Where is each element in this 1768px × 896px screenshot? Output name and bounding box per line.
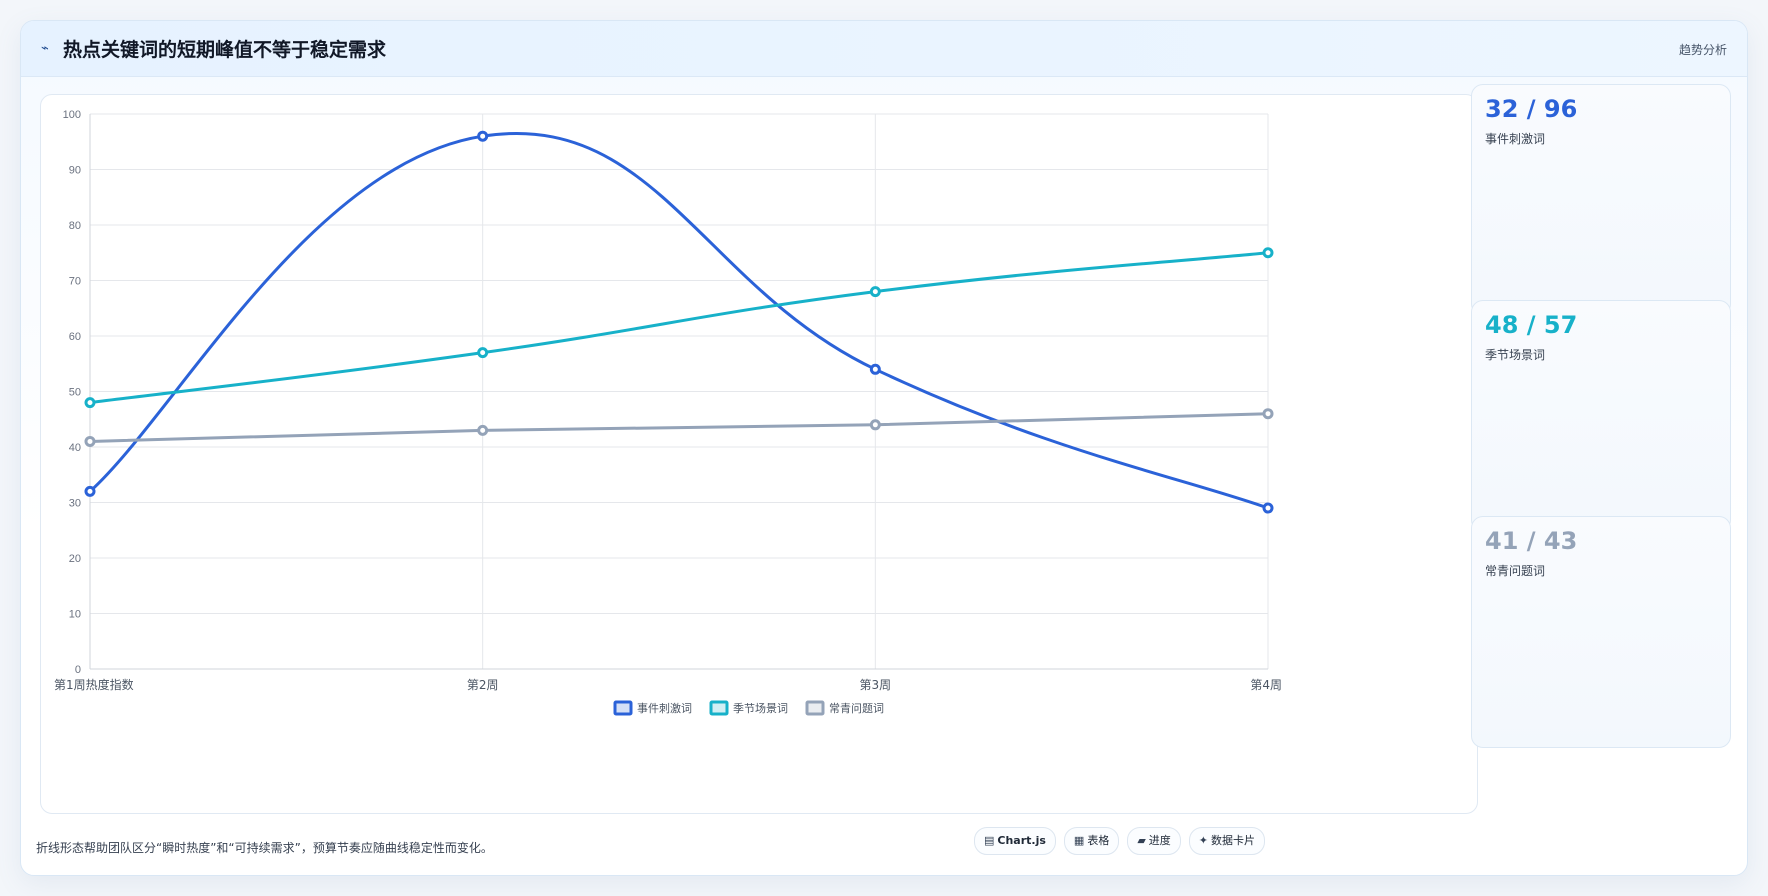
y-tick-label: 100: [63, 109, 81, 121]
y-tick-label: 20: [69, 553, 81, 565]
category-tag: 趋势分析: [1678, 43, 1727, 57]
tech-chips: ▤ Chart.js ▦ 表格 ▰ 进度 ✦ 数据卡片: [974, 827, 1266, 855]
data-point: [869, 419, 881, 431]
chip-label: 表格: [1087, 834, 1110, 847]
x-tick-label: 第4周: [1250, 678, 1282, 692]
data-point: [869, 363, 881, 375]
chip-data-cards[interactable]: ✦ 数据卡片: [1188, 827, 1266, 855]
y-tick-label: 80: [69, 220, 81, 232]
sparkle-icon: ✦: [1198, 834, 1209, 847]
stat-value: 41 / 43: [1485, 527, 1578, 555]
y-tick-label: 10: [69, 609, 81, 621]
line-chart-panel: 0 10 20 30 40 50 60 70 80 90 100 第1周热度指数 第2周 第3周 第4周事件…: [40, 94, 1478, 814]
stat-value: 32 / 96: [1485, 95, 1578, 123]
y-tick-label: 60: [69, 331, 81, 343]
chip-label: Chart.js: [997, 834, 1046, 847]
data-point: [869, 286, 881, 298]
x-tick-label: 第3周: [860, 678, 892, 692]
stat-card-event: 32 / 96 事件刺激词: [1471, 84, 1731, 316]
chip-label: 数据卡片: [1211, 834, 1256, 847]
legend-label: 常青问题词: [829, 702, 884, 715]
data-point: [84, 485, 96, 497]
trend-card: ⌁ 热点关键词的短期峰值不等于稳定需求 趋势分析 0 10 20 30 40 50 60 70…: [20, 20, 1748, 876]
stat-value: 48 / 57: [1485, 311, 1578, 339]
y-tick-label: 70: [69, 276, 81, 288]
legend-label: 季节场景词: [733, 701, 788, 715]
data-point: [84, 397, 96, 409]
stat-card-seasonal: 48 / 57 季节场景词: [1471, 300, 1731, 532]
stat-card-evergreen: 41 / 43 常青问题词: [1471, 516, 1731, 748]
data-point: [1262, 408, 1274, 420]
x-tick-label: 第2周: [467, 678, 499, 692]
data-point: [84, 435, 96, 447]
series-line-1: [88, 132, 1270, 510]
series-line-2: [88, 251, 1270, 405]
chip-table[interactable]: ▦ 表格: [1063, 827, 1120, 855]
data-point: [477, 130, 489, 142]
chart-icon: ▤: [984, 834, 995, 847]
line-chart: 0 10 20 30 40 50 60 70 80 90 100 第1周热度指数 第2周 第3周 第4周事件…: [54, 109, 1282, 716]
data-point: [477, 424, 489, 436]
legend-swatch: [613, 700, 633, 716]
card-title: 热点关键词的短期峰值不等于稳定需求: [63, 39, 387, 61]
progress-icon: ▰: [1137, 834, 1146, 847]
legend-swatch: [805, 700, 825, 716]
pulse-icon: ⌁: [41, 41, 49, 56]
x-tick-label: 第1周热度指数: [54, 677, 134, 692]
y-tick-label: 30: [69, 498, 81, 510]
chip-progress[interactable]: ▰ 进度: [1127, 827, 1181, 855]
chip-chartjs[interactable]: ▤ Chart.js: [974, 827, 1056, 855]
stat-label: 常青问题词: [1485, 564, 1546, 578]
data-point: [1262, 247, 1274, 259]
y-tick-label: 50: [69, 387, 81, 399]
legend-label: 事件刺激词: [637, 701, 692, 715]
stat-label: 事件刺激词: [1485, 132, 1546, 146]
stat-label: 季节场景词: [1485, 348, 1546, 362]
data-point: [477, 347, 489, 359]
legend-swatch: [709, 700, 729, 716]
footnote: 折线形态帮助团队区分“瞬时热度”和“可持续需求”，预算节奏应随曲线稳定性而变化。: [36, 841, 493, 855]
chip-label: 进度: [1148, 834, 1171, 847]
y-tick-label: 40: [69, 442, 81, 454]
data-point: [1262, 502, 1274, 514]
card-header: ⌁ 热点关键词的短期峰值不等于稳定需求 趋势分析: [21, 21, 1747, 77]
y-tick-label: 90: [69, 165, 81, 177]
y-tick-label: 0: [75, 664, 81, 676]
table-icon: ▦: [1073, 834, 1085, 847]
series-line-3: [88, 412, 1270, 443]
